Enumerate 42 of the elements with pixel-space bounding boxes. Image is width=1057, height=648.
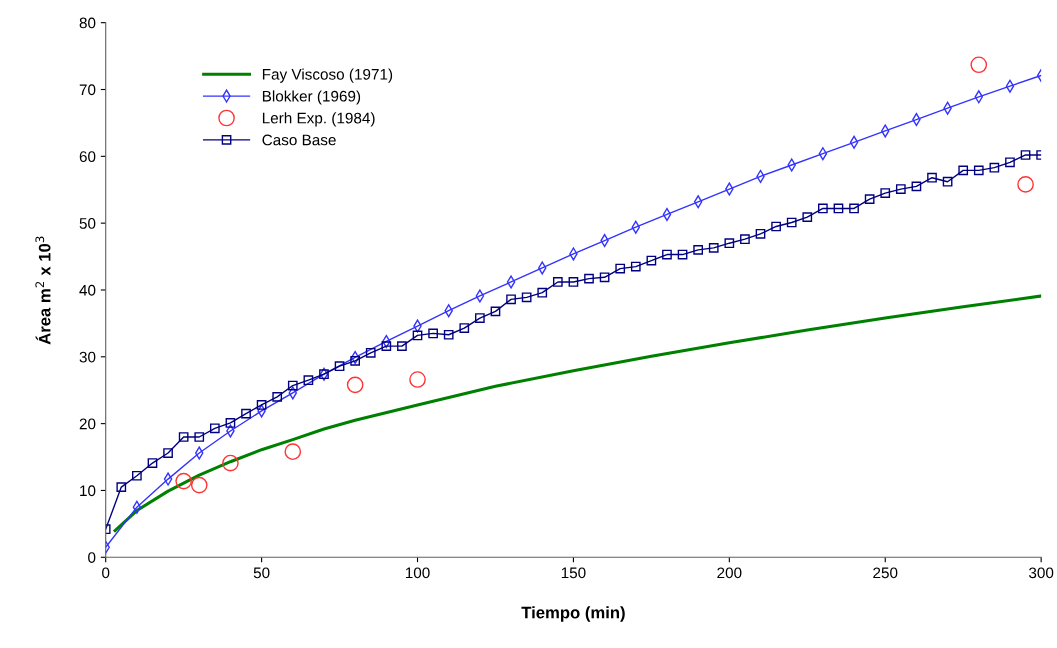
x-axis-title: Tiempo (min) [521, 606, 625, 622]
point [631, 220, 641, 234]
point [175, 472, 192, 490]
x-tick-label: 0 [102, 567, 110, 579]
y-tick-label: 70 [79, 84, 96, 96]
point [222, 454, 239, 472]
point [970, 56, 988, 74]
point [288, 386, 298, 400]
legend-label: Lerh Exp. (1984) [262, 112, 375, 127]
point [284, 443, 302, 461]
legend-label: Caso Base [262, 134, 336, 146]
y-tick-label: 10 [80, 485, 96, 497]
x-tick-label: 150 [561, 567, 586, 579]
point [506, 275, 516, 289]
point [163, 472, 173, 486]
point [693, 195, 703, 209]
legend-label: Fay Viscoso (1971) [262, 68, 393, 83]
y-tick-label: 30 [79, 351, 96, 363]
line-series [113, 294, 1042, 533]
point [849, 135, 859, 149]
x-tick-label: 100 [405, 567, 430, 579]
point [409, 371, 426, 388]
y-tick-label: 60 [79, 151, 96, 163]
y-tick-label: 80 [79, 17, 96, 29]
point [132, 500, 142, 514]
point [818, 147, 828, 161]
legend-label: Blokker (1969) [262, 90, 361, 105]
x-tick-label: 250 [873, 567, 898, 579]
point [475, 289, 485, 303]
y-axis-title: Área m$^{2}$ x 10$^{3}$ [35, 236, 51, 345]
y-tick-label: 40 [79, 284, 96, 296]
point [1005, 79, 1015, 93]
point [190, 476, 208, 494]
x-tick-label: 300 [1028, 567, 1054, 579]
y-tick-label: 50 [79, 218, 96, 229]
point [1017, 176, 1034, 193]
point [974, 90, 984, 104]
y-tick-label: 20 [79, 418, 96, 430]
point [346, 376, 364, 394]
x-tick-label: 50 [253, 567, 270, 579]
x-tick-label: 200 [717, 567, 742, 579]
y-tick-label: 0 [88, 552, 96, 563]
